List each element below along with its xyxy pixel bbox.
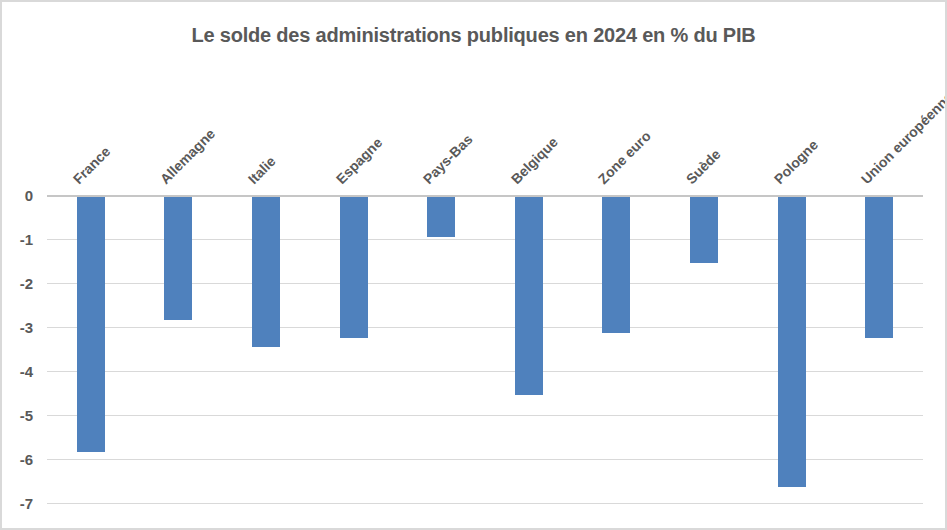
bar-slot	[485, 197, 573, 507]
bar-slot	[310, 197, 398, 507]
x-category-label: Suède	[683, 146, 724, 187]
y-tick-label: -2	[2, 274, 33, 294]
x-axis-labels: France Allemagne Italie Espagne Pays-Bas Belg…	[47, 2, 923, 195]
y-tick-label: -1	[2, 230, 33, 250]
bar	[865, 197, 893, 338]
x-category-label: Pologne	[770, 137, 820, 187]
y-tick-label: -6	[2, 450, 33, 470]
x-category-label: Belgique	[507, 134, 560, 187]
y-tick-label: -3	[2, 318, 33, 338]
y-tick-label: -7	[2, 494, 33, 514]
bar	[427, 197, 455, 237]
bar-slot	[47, 197, 135, 507]
bar	[77, 197, 105, 452]
x-category-label: Pays-Bas	[420, 131, 476, 187]
bar-slot	[748, 197, 836, 507]
bar-slot	[835, 197, 923, 507]
bar-slot	[222, 197, 310, 507]
chart-frame: Le solde des administrations publiques e…	[0, 0, 947, 530]
bar	[602, 197, 630, 333]
bar-slot	[660, 197, 748, 507]
bar	[340, 197, 368, 338]
bar-slot	[135, 197, 223, 507]
x-category-label: Zone euro	[595, 128, 654, 187]
bar	[690, 197, 718, 263]
bar-slot	[397, 197, 485, 507]
x-category-label: Espagne	[332, 134, 385, 187]
y-tick-label: -4	[2, 362, 33, 382]
bars-layer	[47, 197, 923, 507]
x-category-label: Italie	[245, 153, 279, 187]
x-category-label: Allemagne	[157, 126, 218, 187]
bar-slot	[573, 197, 661, 507]
bar	[252, 197, 280, 347]
bar	[164, 197, 192, 320]
bar	[778, 197, 806, 487]
x-category-label: France	[69, 143, 113, 187]
y-tick-label: 0	[2, 186, 33, 206]
bar	[515, 197, 543, 395]
y-tick-label: -5	[2, 406, 33, 426]
x-category-label: Union européenne	[858, 89, 947, 187]
